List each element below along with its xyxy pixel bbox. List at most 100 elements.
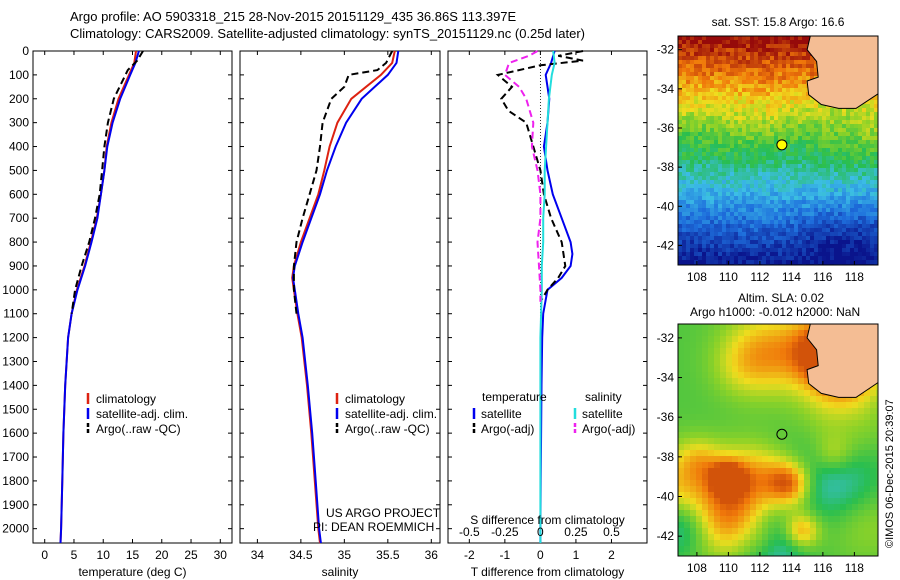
sla-cell — [792, 432, 799, 439]
sst-cell — [730, 232, 735, 237]
sst-cell — [798, 148, 803, 153]
sla-cell — [840, 528, 847, 535]
sst-cell — [694, 252, 699, 257]
sla-cell — [678, 432, 685, 439]
sst-cell — [782, 240, 787, 245]
sst-cell — [766, 116, 771, 121]
sla-cell — [870, 444, 877, 451]
y-tick-label: 200 — [9, 92, 29, 106]
sst-cell — [710, 200, 715, 205]
sst-cell — [794, 48, 799, 53]
sst-cell — [782, 88, 787, 93]
sst-cell — [778, 208, 783, 213]
sla-cell — [864, 498, 871, 505]
sst-cell — [686, 152, 691, 157]
sst-cell — [730, 208, 735, 213]
sla-cell — [696, 414, 703, 421]
sst-cell — [698, 84, 703, 89]
sst-cell — [734, 164, 739, 169]
sla-cell — [702, 504, 709, 511]
sst-cell — [702, 260, 707, 265]
sst-cell — [842, 108, 847, 113]
sst-cell — [782, 220, 787, 225]
sst-cell — [778, 200, 783, 205]
sst-cell — [678, 236, 683, 241]
sst-cell — [706, 240, 711, 245]
sst-cell — [750, 172, 755, 177]
sst-cell — [746, 160, 751, 165]
sla-cell — [852, 552, 859, 556]
sla-cell — [780, 534, 787, 541]
sst-cell — [750, 100, 755, 105]
sla-cell — [774, 516, 781, 523]
sst-cell — [866, 100, 871, 105]
sst-cell — [722, 248, 727, 253]
sst-cell — [750, 248, 755, 253]
sst-cell — [690, 260, 695, 265]
sst-cell — [734, 124, 739, 129]
sst-cell — [710, 252, 715, 257]
sla-cell — [708, 342, 715, 349]
y-tick-label: 700 — [9, 211, 29, 225]
sst-cell — [842, 204, 847, 209]
sla-cell — [690, 462, 697, 469]
sst-cell — [682, 196, 687, 201]
sla-cell — [732, 456, 739, 463]
sla-cell — [828, 420, 835, 427]
sla-cell — [786, 408, 793, 415]
sla-cell — [756, 336, 763, 343]
sst-cell — [734, 252, 739, 257]
sla-cell — [690, 522, 697, 529]
sst-cell — [718, 168, 723, 173]
sla-cell — [834, 456, 841, 463]
sst-cell — [814, 248, 819, 253]
sst-cell — [854, 168, 859, 173]
sst-cell — [810, 252, 815, 257]
sst-cell — [850, 232, 855, 237]
sst-cell — [858, 172, 863, 177]
sla-cell — [696, 426, 703, 433]
sst-cell — [842, 144, 847, 149]
sst-cell — [710, 180, 715, 185]
sst-cell — [874, 220, 878, 225]
sst-cell — [698, 140, 703, 145]
sst-cell — [810, 76, 815, 81]
sla-cell — [696, 360, 703, 367]
sst-cell — [806, 140, 811, 145]
sst-cell — [834, 252, 839, 257]
sla-cell — [696, 438, 703, 445]
sst-cell — [714, 116, 719, 121]
sst-cell — [682, 108, 687, 113]
sst-cell — [750, 144, 755, 149]
sst-cell — [794, 112, 799, 117]
sst-cell — [742, 136, 747, 141]
sst-cell — [858, 108, 863, 113]
sst-cell — [750, 256, 755, 261]
sla-cell — [822, 510, 829, 517]
legend-label: Argo(-adj) — [582, 422, 635, 436]
sla-cell — [792, 390, 799, 397]
sst-cell — [810, 64, 815, 69]
sst-cell — [870, 236, 875, 241]
sst-cell — [818, 148, 823, 153]
sst-cell — [694, 232, 699, 237]
sst-cell — [722, 204, 727, 209]
sla-cell — [780, 366, 787, 373]
sst-cell — [714, 132, 719, 137]
sst-cell — [786, 260, 791, 265]
sst-cell — [702, 188, 707, 193]
sst-cell — [754, 52, 759, 57]
sst-cell — [714, 96, 719, 101]
sst-cell — [758, 216, 763, 221]
sst-cell — [874, 244, 878, 249]
sst-cell — [806, 96, 811, 101]
sst-cell — [746, 56, 751, 61]
sst-cell — [834, 176, 839, 181]
sst-cell — [778, 132, 783, 137]
sst-cell — [746, 60, 751, 65]
sla-cell — [804, 390, 811, 397]
sst-cell — [726, 200, 731, 205]
sla-cell — [786, 366, 793, 373]
sst-cell — [706, 180, 711, 185]
sla-cell — [750, 450, 757, 457]
